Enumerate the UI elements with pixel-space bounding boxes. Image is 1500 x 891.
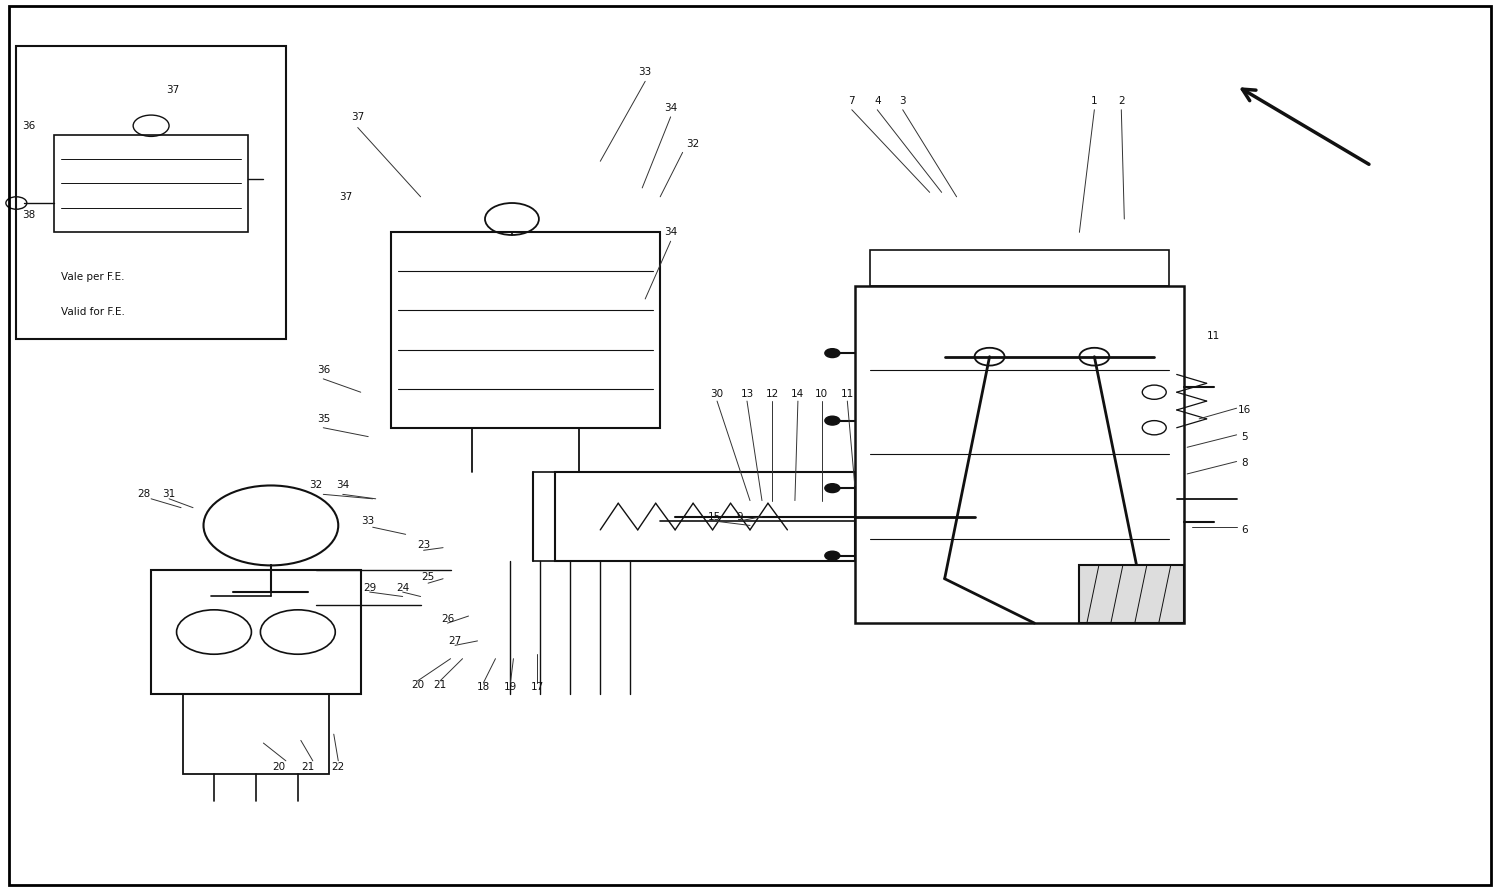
Text: 28: 28 (136, 489, 150, 499)
Text: 37: 37 (166, 86, 180, 95)
Bar (555, 472, 855, 561)
Text: 32: 32 (687, 138, 699, 149)
Bar (152, 570, 360, 694)
Text: 32: 32 (309, 480, 322, 490)
Text: 11: 11 (840, 389, 854, 399)
Bar (855, 286, 1184, 623)
Text: 18: 18 (477, 683, 490, 692)
Text: Valid for F.E.: Valid for F.E. (62, 307, 124, 317)
Text: 9: 9 (736, 511, 742, 521)
Text: 3: 3 (900, 96, 906, 106)
Text: 17: 17 (531, 683, 544, 692)
Text: 21: 21 (302, 762, 315, 772)
Text: 10: 10 (816, 389, 828, 399)
Text: 34: 34 (664, 103, 678, 113)
Bar (16, 45, 286, 339)
Text: 6: 6 (1240, 525, 1248, 535)
Text: 20: 20 (272, 762, 285, 772)
Text: 36: 36 (22, 121, 36, 131)
Text: 12: 12 (766, 389, 778, 399)
Text: 16: 16 (1238, 405, 1251, 415)
Text: 8: 8 (1240, 458, 1248, 469)
Text: 31: 31 (162, 489, 176, 499)
Bar (54, 135, 249, 233)
Text: 29: 29 (363, 583, 376, 593)
Text: 24: 24 (396, 583, 410, 593)
Text: 25: 25 (422, 572, 435, 582)
Circle shape (825, 416, 840, 425)
Text: 14: 14 (792, 389, 804, 399)
Text: 1: 1 (1090, 96, 1098, 106)
Text: 34: 34 (336, 480, 350, 490)
Text: 4: 4 (874, 96, 880, 106)
Circle shape (825, 484, 840, 493)
Text: 33: 33 (362, 516, 375, 526)
Text: 33: 33 (639, 68, 652, 78)
Text: 22: 22 (332, 762, 345, 772)
Text: 26: 26 (441, 614, 454, 624)
Circle shape (825, 552, 840, 560)
Text: 7: 7 (849, 96, 855, 106)
Bar (183, 694, 330, 774)
Bar (390, 233, 660, 428)
Text: 11: 11 (1206, 331, 1219, 341)
Text: 19: 19 (504, 683, 518, 692)
Text: 13: 13 (741, 389, 753, 399)
Text: 37: 37 (339, 192, 352, 201)
Bar (1080, 566, 1184, 623)
Text: 36: 36 (316, 365, 330, 375)
Circle shape (825, 348, 840, 357)
Text: 35: 35 (316, 413, 330, 424)
Text: 20: 20 (411, 681, 424, 691)
Text: 37: 37 (351, 112, 364, 122)
Text: 23: 23 (417, 540, 430, 550)
Text: 21: 21 (433, 681, 447, 691)
Text: 34: 34 (664, 227, 678, 237)
Text: 27: 27 (448, 636, 462, 646)
Text: 5: 5 (1240, 431, 1248, 442)
Bar (870, 250, 1168, 286)
Text: 15: 15 (708, 511, 720, 521)
Text: 38: 38 (22, 209, 36, 219)
Text: 2: 2 (1118, 96, 1125, 106)
Text: 30: 30 (711, 389, 723, 399)
Text: Vale per F.E.: Vale per F.E. (62, 272, 124, 282)
